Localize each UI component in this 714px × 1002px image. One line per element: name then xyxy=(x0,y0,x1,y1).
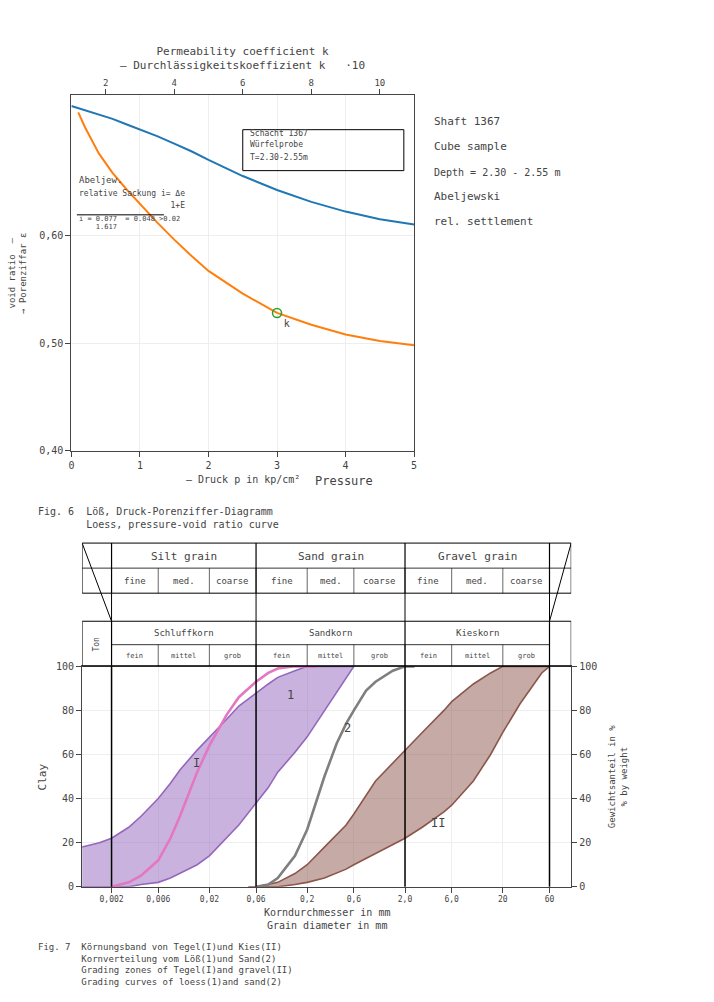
svg-text:med.: med. xyxy=(173,576,195,586)
svg-text:3: 3 xyxy=(274,460,280,471)
svg-text:T=2.30-2.55m: T=2.30-2.55m xyxy=(250,153,308,162)
svg-text:0,50: 0,50 xyxy=(39,338,63,349)
svg-text:II: II xyxy=(431,816,445,830)
svg-text:8: 8 xyxy=(309,78,314,88)
svg-text:— Druck p in kp/cm²: — Druck p in kp/cm² xyxy=(186,474,300,485)
svg-text:0,02: 0,02 xyxy=(200,895,219,904)
svg-text:med.: med. xyxy=(466,576,488,586)
svg-text:k: k xyxy=(284,318,290,329)
svg-text:10: 10 xyxy=(374,78,385,88)
svg-text:60: 60 xyxy=(579,749,591,760)
svg-text:100: 100 xyxy=(56,661,74,672)
svg-text:2: 2 xyxy=(344,721,351,735)
svg-text:i = 0.077 = 0.048 >0.02: i = 0.077 = 0.048 >0.02 xyxy=(79,215,180,223)
svg-text:0,006: 0,006 xyxy=(146,895,170,904)
svg-text:rel. settlement: rel. settlement xyxy=(434,215,533,228)
svg-text:0,40: 0,40 xyxy=(39,445,63,456)
svg-text:coarse: coarse xyxy=(510,576,543,586)
svg-text:med.: med. xyxy=(320,576,342,586)
svg-text:4: 4 xyxy=(172,78,177,88)
svg-text:5: 5 xyxy=(411,460,417,471)
svg-text:Würfelprobe: Würfelprobe xyxy=(250,140,303,149)
svg-text:mittel: mittel xyxy=(318,652,343,660)
svg-text:Schacht 1367: Schacht 1367 xyxy=(250,129,308,138)
svg-text:Schluffkorn: Schluffkorn xyxy=(154,628,214,638)
svg-text:mittel: mittel xyxy=(465,652,490,660)
svg-text:Fig. 7 Körnungsband von Tegel: Fig. 7 Körnungsband von Tegel(I)und Kies… xyxy=(38,942,293,987)
svg-text:relative Sackung i= Δe: relative Sackung i= Δe xyxy=(79,189,185,198)
svg-text:Shaft 1367: Shaft 1367 xyxy=(434,115,500,128)
svg-text:fine: fine xyxy=(271,576,293,586)
svg-text:fine: fine xyxy=(417,576,439,586)
svg-text:Korndurchmesser in mmGrain dia: Korndurchmesser in mmGrain diameter in m… xyxy=(264,907,390,931)
svg-text:1: 1 xyxy=(287,688,294,702)
svg-text:4: 4 xyxy=(343,460,349,471)
svg-text:Abeljew.: Abeljew. xyxy=(79,175,122,185)
svg-text:Abeljewski: Abeljewski xyxy=(434,190,500,203)
svg-text:0,06: 0,06 xyxy=(246,895,265,904)
svg-text:0,002: 0,002 xyxy=(100,895,124,904)
svg-text:mittel: mittel xyxy=(171,652,196,660)
svg-text:40: 40 xyxy=(62,793,74,804)
svg-text:80: 80 xyxy=(62,705,74,716)
svg-text:1.617: 1.617 xyxy=(79,223,117,231)
svg-text:Depth = 2.30 - 2.55 m: Depth = 2.30 - 2.55 m xyxy=(434,167,560,178)
svg-text:fein: fein xyxy=(420,652,437,660)
svg-text:0,6: 0,6 xyxy=(347,895,362,904)
svg-text:Gewichtsanteil in %% by weight: Gewichtsanteil in %% by weight xyxy=(607,725,629,829)
svg-text:100: 100 xyxy=(579,661,597,672)
svg-text:0: 0 xyxy=(579,881,585,892)
svg-text:0,60: 0,60 xyxy=(39,230,63,241)
svg-text:Fig. 6 Löß, Druck-Porenziffer: Fig. 6 Löß, Druck-Porenziffer-Diagramm L… xyxy=(38,506,279,530)
svg-text:Sand grain: Sand grain xyxy=(298,550,364,563)
svg-text:6: 6 xyxy=(240,78,245,88)
svg-text:6,0: 6,0 xyxy=(444,895,459,904)
svg-text:grob: grob xyxy=(224,652,241,660)
svg-text:2,0: 2,0 xyxy=(398,895,413,904)
svg-text:grob: grob xyxy=(518,652,535,660)
svg-text:40: 40 xyxy=(579,793,591,804)
svg-text:20: 20 xyxy=(579,837,591,848)
svg-text:fine: fine xyxy=(124,576,146,586)
svg-text:20: 20 xyxy=(62,837,74,848)
svg-text:2: 2 xyxy=(103,78,108,88)
svg-text:60: 60 xyxy=(62,749,74,760)
svg-text:fein: fein xyxy=(126,652,143,660)
svg-text:20: 20 xyxy=(498,895,508,904)
svg-text:Sandkorn: Sandkorn xyxy=(309,628,352,638)
svg-text:coarse: coarse xyxy=(216,576,249,586)
svg-text:grob: grob xyxy=(371,652,388,660)
svg-text:Ton: Ton xyxy=(92,637,101,652)
svg-text:0,2: 0,2 xyxy=(300,895,315,904)
svg-text:60: 60 xyxy=(545,895,555,904)
svg-text:Pressure: Pressure xyxy=(315,474,373,488)
svg-text:fein: fein xyxy=(273,652,290,660)
svg-text:Clay: Clay xyxy=(36,764,49,791)
svg-text:Permeability coefficient k— Du: Permeability coefficient k— Durchlässigk… xyxy=(120,45,365,72)
svg-text:Gravel grain: Gravel grain xyxy=(438,550,517,563)
svg-text:coarse: coarse xyxy=(363,576,396,586)
svg-text:Cube sample: Cube sample xyxy=(434,140,507,153)
svg-text:1: 1 xyxy=(137,460,143,471)
svg-text:0: 0 xyxy=(68,460,74,471)
svg-text:I: I xyxy=(193,756,200,770)
svg-text:0: 0 xyxy=(68,881,74,892)
svg-text:void ratio —→ Porenziffar ε: void ratio —→ Porenziffar ε xyxy=(7,233,29,314)
svg-text:1+E: 1+E xyxy=(79,201,185,210)
svg-text:Kieskorn: Kieskorn xyxy=(456,628,499,638)
svg-text:2: 2 xyxy=(205,460,211,471)
svg-text:Silt grain: Silt grain xyxy=(151,550,217,563)
svg-text:80: 80 xyxy=(579,705,591,716)
